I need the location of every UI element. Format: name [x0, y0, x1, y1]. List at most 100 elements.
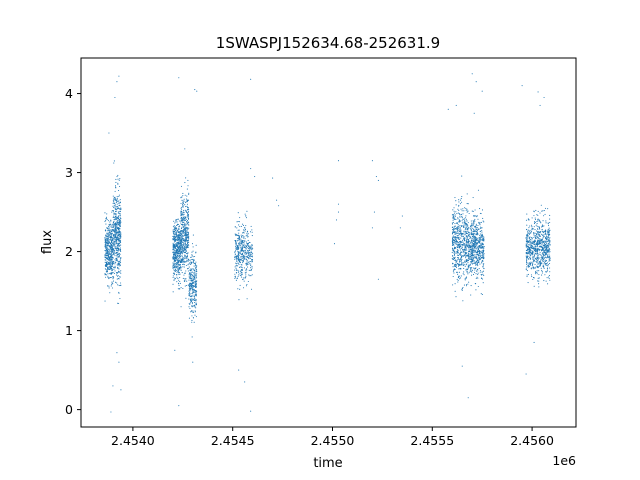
data-point	[107, 228, 109, 230]
data-point	[457, 212, 459, 214]
data-point	[119, 261, 122, 263]
data-point	[104, 245, 106, 247]
data-point	[543, 210, 545, 212]
data-point	[521, 85, 523, 87]
data-point	[246, 269, 248, 271]
data-point	[247, 239, 249, 241]
data-point	[187, 213, 189, 215]
data-point	[115, 243, 117, 245]
data-point	[472, 220, 474, 222]
data-point	[113, 201, 115, 203]
data-point	[117, 256, 119, 258]
data-point	[531, 251, 533, 253]
data-point	[483, 274, 485, 276]
data-point	[471, 242, 474, 244]
data-point	[461, 287, 464, 289]
data-point	[476, 270, 478, 272]
data-point	[116, 200, 118, 202]
data-point	[455, 252, 457, 254]
data-point	[530, 268, 532, 270]
data-point	[118, 204, 120, 206]
data-point	[456, 259, 458, 261]
data-point	[115, 202, 117, 204]
data-point	[470, 232, 472, 234]
data-point	[452, 216, 454, 218]
data-point	[190, 263, 192, 265]
data-point	[546, 257, 548, 259]
data-point	[194, 311, 196, 313]
data-point	[532, 259, 535, 261]
data-point	[544, 245, 546, 247]
data-point	[539, 104, 541, 106]
data-point	[475, 277, 477, 279]
data-point	[238, 237, 240, 239]
data-point	[533, 240, 535, 242]
data-point	[116, 247, 118, 249]
data-point	[242, 240, 244, 242]
data-point	[241, 245, 243, 247]
data-point	[237, 238, 239, 240]
data-point	[182, 261, 184, 263]
data-point	[187, 236, 189, 238]
data-point	[112, 280, 115, 282]
data-point	[181, 256, 183, 258]
data-point	[532, 258, 534, 260]
data-point	[105, 269, 107, 271]
data-point	[119, 247, 121, 249]
data-point	[187, 221, 189, 223]
data-point	[180, 229, 182, 231]
data-point	[548, 245, 550, 248]
data-point	[114, 259, 116, 261]
data-point	[195, 276, 197, 278]
data-point	[191, 336, 193, 338]
data-point	[118, 179, 120, 181]
data-point	[239, 244, 241, 246]
data-point	[176, 252, 178, 254]
data-point	[189, 269, 191, 271]
data-point	[236, 256, 238, 258]
data-point	[116, 278, 118, 280]
data-point	[108, 262, 110, 264]
data-point	[234, 269, 236, 271]
data-point	[529, 238, 531, 241]
data-point	[117, 284, 119, 286]
data-point	[172, 258, 174, 260]
data-point	[475, 227, 477, 229]
data-point	[465, 269, 467, 271]
data-point	[175, 250, 177, 252]
data-point	[540, 233, 542, 235]
data-point	[474, 215, 476, 217]
data-point	[194, 89, 196, 91]
data-point	[399, 227, 401, 229]
data-point	[455, 211, 457, 213]
data-point	[543, 257, 545, 259]
data-point	[471, 258, 473, 260]
data-point	[456, 226, 458, 228]
data-point	[117, 237, 119, 239]
data-point	[543, 247, 545, 249]
data-point	[534, 219, 537, 221]
data-point	[542, 256, 544, 258]
data-point	[452, 270, 454, 272]
data-point	[454, 225, 456, 227]
data-point	[193, 279, 195, 281]
data-point	[187, 243, 189, 246]
data-point	[479, 245, 481, 247]
data-point	[526, 263, 528, 265]
data-point	[541, 274, 543, 276]
data-point	[525, 268, 527, 271]
data-point	[532, 228, 534, 230]
data-point	[467, 259, 470, 262]
data-point	[452, 221, 454, 223]
chart-title: 1SWASPJ152634.68-252631.9	[216, 34, 440, 52]
data-point	[119, 223, 121, 226]
data-point	[451, 240, 453, 242]
data-point	[371, 227, 373, 229]
data-point	[543, 262, 545, 264]
data-point	[114, 255, 116, 257]
data-point	[464, 278, 466, 280]
data-point	[172, 256, 174, 258]
data-point	[455, 200, 457, 202]
data-point	[467, 262, 469, 264]
data-point	[116, 221, 118, 223]
